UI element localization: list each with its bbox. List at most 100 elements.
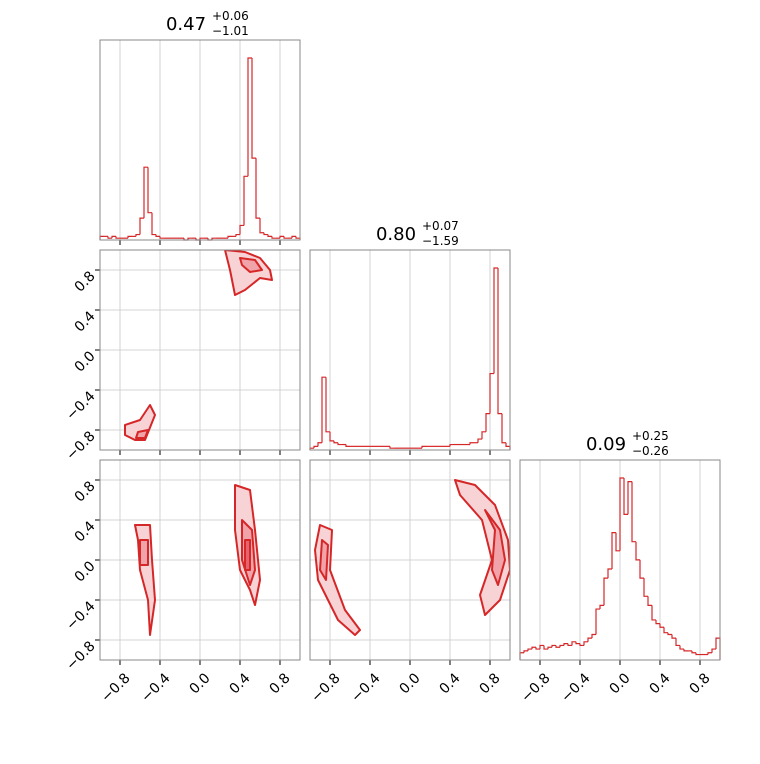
histogram-bin	[571, 641, 576, 646]
histogram-bin	[639, 559, 644, 579]
panel-frame	[99, 39, 301, 241]
histogram-bin	[603, 577, 608, 606]
histogram-bin	[675, 638, 680, 647]
histogram-bin	[259, 218, 264, 234]
histogram-bin	[683, 649, 688, 652]
title-value: 0.47	[166, 14, 206, 35]
x-tick-label: 0.0	[187, 670, 214, 697]
y-tick-label: 0.0	[72, 348, 99, 375]
y-tick-label: −0.8	[63, 638, 98, 673]
histogram-bin	[389, 446, 394, 449]
histogram-title: 0.09	[586, 434, 626, 455]
histogram-bin	[651, 605, 656, 621]
histogram-bin	[711, 648, 716, 653]
histogram-bin	[251, 58, 256, 159]
title-lower: −1.01	[212, 24, 249, 38]
title-upper: +0.06	[212, 9, 249, 23]
panel: −0.8−0.8−0.4−0.40.00.00.40.40.80.8	[63, 459, 301, 706]
histogram-bin	[595, 608, 600, 635]
histogram-bin	[579, 643, 584, 647]
histogram-bin	[627, 481, 632, 515]
histogram-bin	[243, 175, 248, 226]
panel: −0.8 −0.4 0.0 0.4 0.8 0.09 +0.25−0.26	[518, 429, 721, 706]
histogram-bin	[695, 652, 700, 656]
histogram-bin	[489, 372, 494, 414]
histogram-bin	[715, 637, 721, 660]
histogram-bin	[295, 236, 301, 240]
histogram-bin	[615, 532, 620, 552]
x-tick-label: 0.0	[397, 670, 424, 697]
histogram-bin	[555, 645, 560, 648]
histogram-bin	[337, 442, 342, 446]
histogram-bin	[691, 650, 696, 654]
histogram-bin	[587, 637, 592, 642]
histogram-bin	[647, 596, 652, 606]
histogram-bin	[505, 442, 511, 450]
x-tick-label: −0.8	[98, 670, 133, 705]
x-tick-label: 0.4	[647, 670, 674, 697]
histogram-bin	[211, 237, 216, 240]
histogram-bin	[313, 445, 318, 449]
histogram-bin	[267, 234, 272, 237]
histogram-bin	[679, 645, 684, 650]
histogram-bin	[333, 440, 338, 444]
histogram-bin	[147, 167, 152, 214]
histogram-title: 0.80	[376, 224, 416, 245]
x-tick-label: 0.4	[437, 670, 464, 697]
contour	[484, 509, 506, 586]
title-upper: +0.07	[422, 219, 459, 233]
panel: −0.8−0.4 0.0 0.4 0.8	[308, 459, 511, 706]
contour	[319, 539, 329, 581]
histogram-bin	[111, 235, 116, 239]
panel: 0.47 +0.06−1.01	[99, 9, 301, 245]
panel-frame	[309, 459, 511, 661]
x-tick-label: −0.8	[518, 670, 553, 705]
histogram-bin	[497, 268, 502, 415]
histogram-bin	[187, 237, 192, 240]
histogram-bin	[325, 377, 330, 433]
histogram-bin	[329, 431, 334, 442]
contour	[139, 539, 149, 566]
histogram-bin	[643, 578, 648, 597]
histogram-bin	[485, 413, 490, 432]
histogram-bin	[127, 235, 132, 239]
histogram-bin	[449, 443, 454, 447]
contour	[244, 539, 251, 571]
histogram-bin	[663, 627, 668, 634]
histogram-bin	[635, 541, 640, 561]
histogram-bin	[607, 568, 612, 579]
histogram-bin	[227, 235, 232, 239]
histogram-bin	[567, 643, 572, 647]
contours	[314, 479, 510, 636]
histogram-bin	[321, 376, 326, 443]
y-tick-label: 0.4	[72, 308, 99, 335]
histogram-bin	[519, 652, 524, 660]
histogram-bin	[535, 647, 540, 650]
x-tick-label: 0.8	[267, 670, 294, 697]
contour	[239, 257, 263, 273]
y-tick-label: 0.0	[72, 558, 99, 585]
histogram-bin	[477, 438, 482, 443]
panel-frame	[99, 459, 301, 661]
histogram-bin	[591, 633, 596, 639]
x-tick-label: −0.8	[308, 670, 343, 705]
histogram-bin	[551, 644, 556, 648]
histogram-bin	[283, 236, 288, 239]
histogram-bin	[619, 477, 624, 551]
title-value: 0.09	[586, 434, 626, 455]
histogram-bin	[575, 641, 580, 645]
histogram-bin	[655, 619, 660, 625]
x-tick-label: 0.0	[607, 670, 634, 697]
title-lower: −1.59	[422, 234, 459, 248]
histogram-bin	[135, 233, 140, 237]
histogram-bin	[671, 634, 676, 639]
histogram-bin	[531, 646, 536, 650]
contour	[224, 250, 273, 296]
histogram-bin	[547, 646, 552, 650]
histogram-bin	[631, 481, 636, 543]
histogram-bin	[279, 235, 284, 239]
histogram-bin	[159, 236, 164, 239]
x-tick-label: 0.4	[227, 670, 254, 697]
panel-frame	[99, 249, 301, 451]
